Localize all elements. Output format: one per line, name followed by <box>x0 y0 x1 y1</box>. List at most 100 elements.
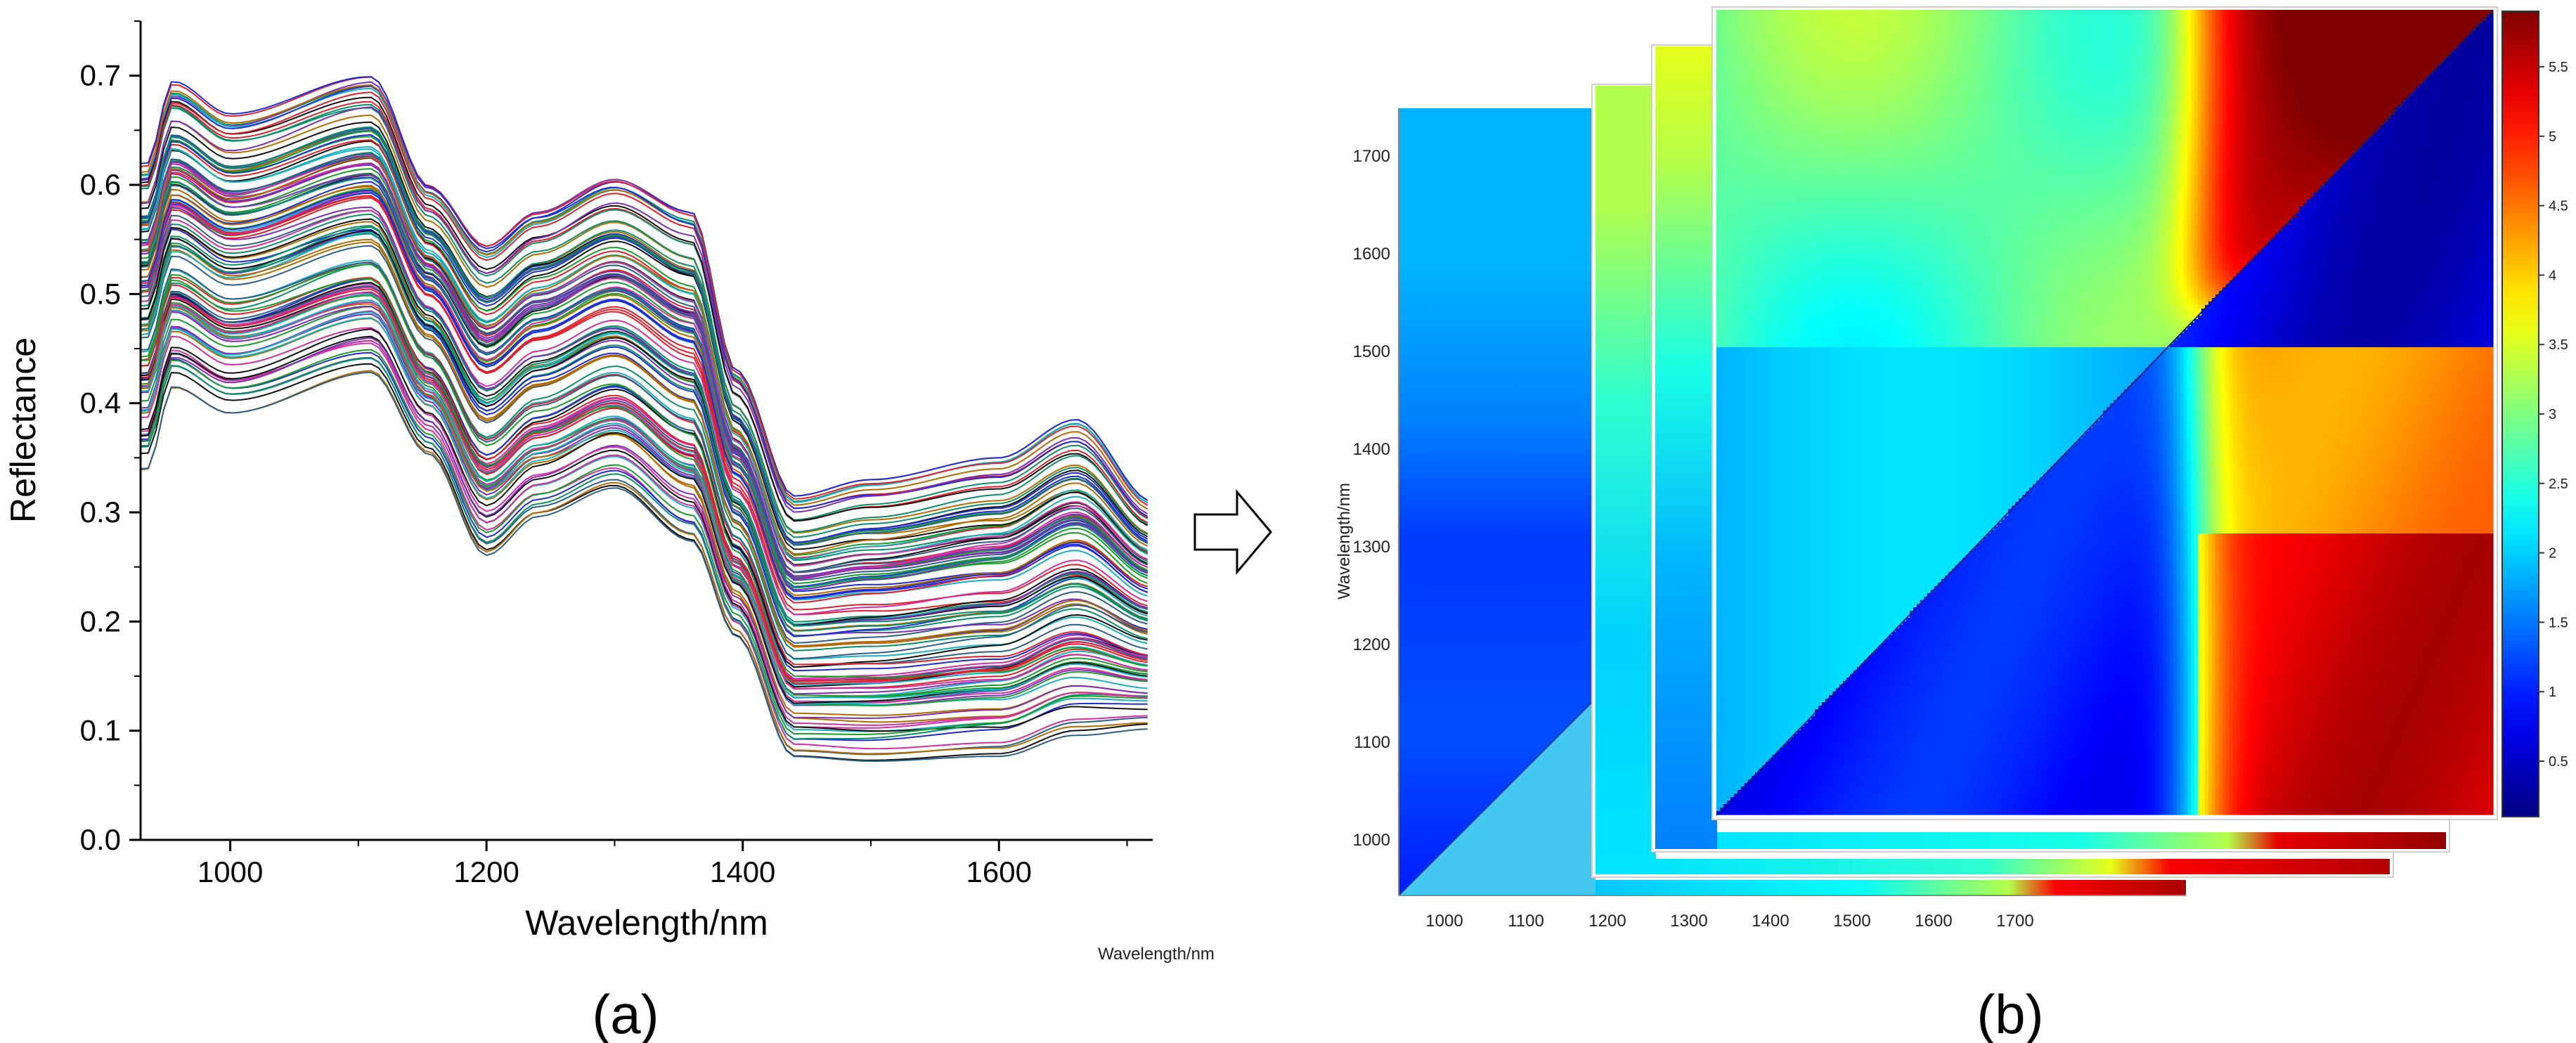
heatmap-cell <box>2187 17 2192 21</box>
heatmap-cell <box>2444 10 2448 14</box>
heatmap-cell <box>2233 10 2237 14</box>
heatmap-cell <box>1920 10 1924 14</box>
heatmap-cell <box>2247 10 2251 14</box>
heatmap-cell <box>2078 13 2083 18</box>
heatmap-cell <box>2398 13 2402 18</box>
heatmap-cell <box>1962 13 1967 18</box>
heatmap-cell <box>1741 13 1745 18</box>
heatmap-cell <box>2194 10 2199 14</box>
heatmap-cell <box>1931 13 1935 18</box>
heatmap-cell <box>2089 10 2093 14</box>
heatmap-cell <box>2054 17 2058 21</box>
heatmap-cell <box>2391 13 2395 18</box>
heatmap-cell <box>1794 13 1798 18</box>
heatmap-cell <box>1892 17 1896 21</box>
heatmap-cell <box>2008 13 2012 18</box>
heatmap-cell <box>2279 10 2283 14</box>
heatmap-cell <box>1832 10 1837 14</box>
heatmap-layer-2-column <box>1596 86 1656 874</box>
heatmap-cell <box>1973 10 1977 14</box>
heatmap-cell <box>1917 17 1921 21</box>
heatmap-cell <box>1804 10 1808 14</box>
heatmap-cell <box>1748 13 1752 18</box>
heatmap-cell <box>1892 13 1896 18</box>
heatmap-cell <box>1801 17 1805 21</box>
heatmap-cell <box>1737 13 1742 18</box>
heatmap-cell <box>1829 13 1833 18</box>
heatmap-cell <box>1783 10 1787 14</box>
heatmap-cell <box>1952 13 1956 18</box>
x-axis-label-a: Wavelength/nm <box>525 903 768 942</box>
heatmap-cell <box>2289 13 2293 18</box>
heatmap-cell <box>1955 10 1960 14</box>
heatmap-cell <box>2233 17 2237 21</box>
heatmap-cell <box>2377 10 2381 14</box>
heatmap-cell <box>1860 10 1865 14</box>
heatmap-cell <box>1927 17 1931 21</box>
heatmap-cell <box>2303 10 2308 14</box>
heatmap-cell <box>1973 13 1977 18</box>
heatmap-cell <box>1776 10 1780 14</box>
heatmap-cell <box>2426 13 2431 18</box>
heatmap-cell <box>2005 10 2009 14</box>
heatmap-cell <box>1860 13 1865 18</box>
heatmap-cell <box>2191 17 2195 21</box>
heatmap-cell <box>2367 13 2371 18</box>
heatmap-cell <box>2163 17 2167 21</box>
heatmap-cell <box>2254 10 2258 14</box>
heatmap-cell <box>1727 13 1731 18</box>
heatmap-cell <box>2026 17 2030 21</box>
heatmap-cell <box>2149 10 2153 14</box>
heatmap-cell <box>1913 10 1917 14</box>
heatmap-cell <box>2040 17 2044 21</box>
heatmap-cell <box>2293 13 2297 18</box>
heatmap-cell <box>1966 13 1970 18</box>
heatmap-cell <box>2440 10 2445 14</box>
heatmap-cell <box>2458 13 2462 18</box>
heatmap-cell <box>1913 17 1917 21</box>
heatmap-cell <box>2454 10 2459 14</box>
heatmap-cell <box>2156 13 2160 18</box>
heatmap-cell <box>2430 13 2434 18</box>
heatmap-cell <box>2300 13 2304 18</box>
heatmap-cell <box>2089 13 2093 18</box>
heatmap-cell <box>1983 17 1988 21</box>
heatmap-cell <box>2082 10 2086 14</box>
heatmap-cell <box>1955 13 1960 18</box>
heatmap-cell <box>1843 13 1847 18</box>
heatmap-cell <box>2015 17 2019 21</box>
heatmap-cell <box>1976 10 1981 14</box>
heatmap-cell <box>2068 17 2072 21</box>
heatmap-cell <box>1745 10 1749 14</box>
heatmap-cell <box>1818 10 1823 14</box>
heatmap-cell <box>1734 17 1738 21</box>
heatmap-cell <box>2187 10 2192 14</box>
heatmap-cell <box>1808 10 1812 14</box>
heatmap-cell <box>2229 17 2234 21</box>
heatmap-cell <box>2268 10 2272 14</box>
heatmap-cell <box>2163 10 2167 14</box>
figure-canvas: 1000 1200 1400 16000.00.10.20.30.40.50.60.7… <box>0 0 2576 1043</box>
heatmap-cell <box>2433 13 2438 18</box>
heatmap-cell <box>2040 10 2044 14</box>
heatmap-cell <box>1846 13 1851 18</box>
heatmap-cell <box>2078 10 2083 14</box>
heatmap-cell <box>2043 17 2047 21</box>
heatmap-cell <box>2128 17 2132 21</box>
heatmap-cell <box>2170 13 2174 18</box>
heatmap-cell <box>2265 10 2269 14</box>
heatmap-cell <box>2360 10 2364 14</box>
heatmap-cell <box>2096 13 2100 18</box>
heatmap-cell <box>2198 10 2202 14</box>
heatmap-cell <box>2071 13 2076 18</box>
heatmap-cell <box>1829 17 1833 21</box>
heatmap-cell <box>1832 17 1837 21</box>
heatmap-cell <box>2272 10 2276 14</box>
heatmap-cell <box>2114 10 2118 14</box>
heatmap-cell <box>2282 10 2286 14</box>
heatmap-cell <box>2005 17 2009 21</box>
heatmap-cell <box>2029 10 2033 14</box>
heatmap-cell <box>1998 10 2002 14</box>
heatmap-cell <box>1759 17 1763 21</box>
heatmap-cell <box>2121 17 2125 21</box>
